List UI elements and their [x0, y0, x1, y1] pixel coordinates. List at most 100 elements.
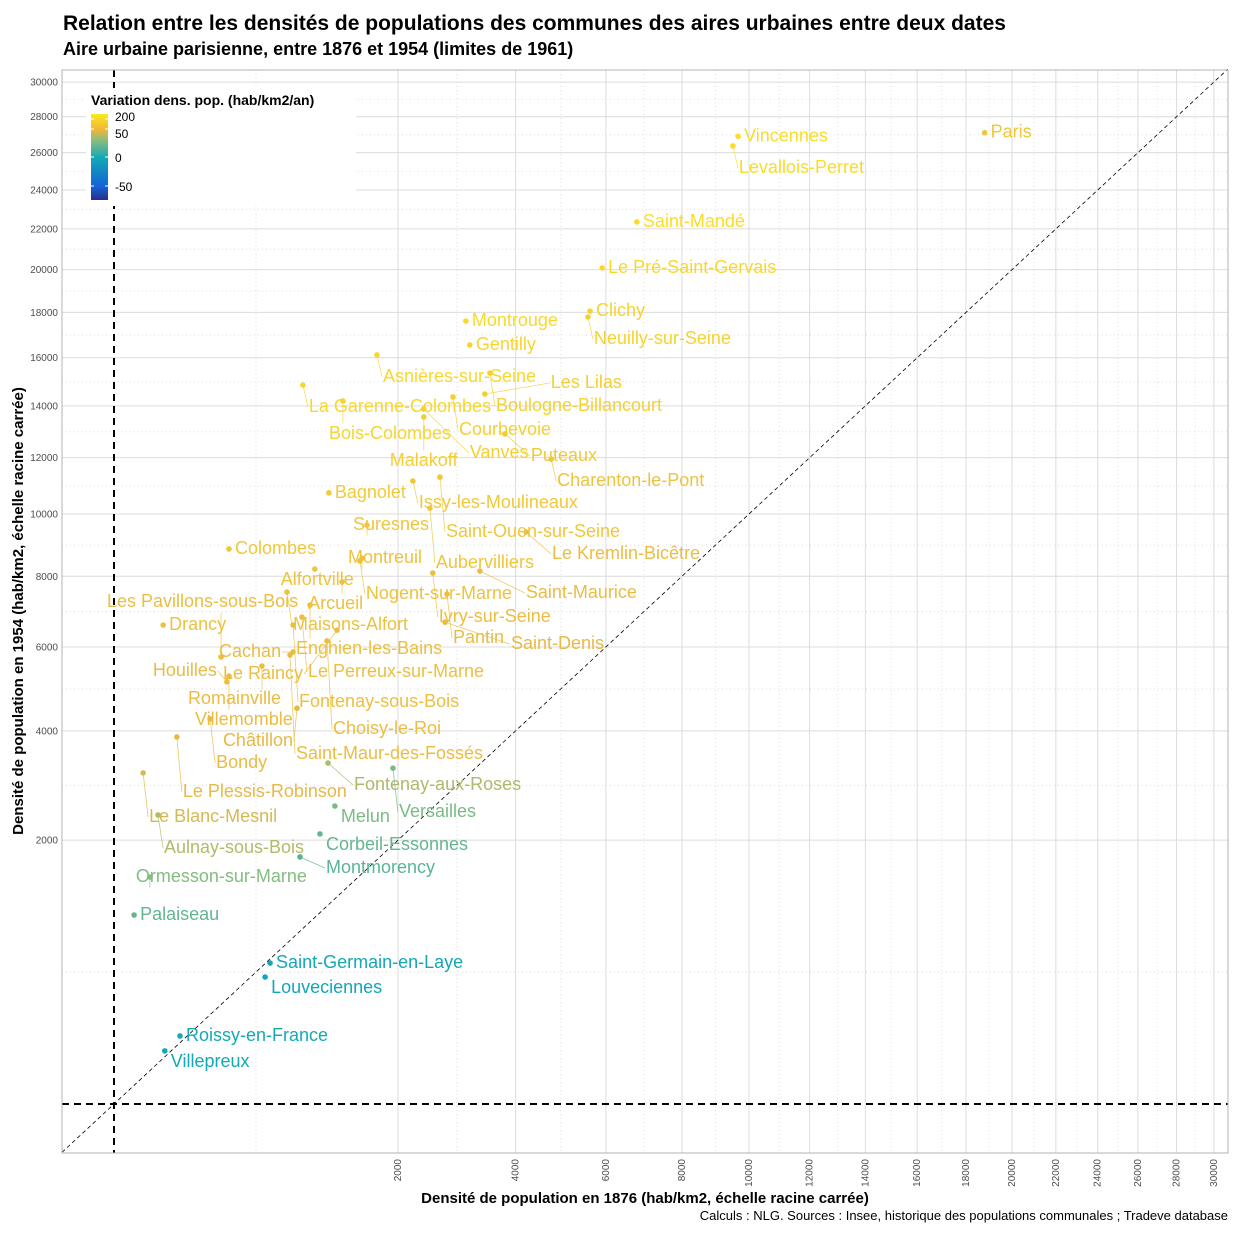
point-label: Choisy-le-Roi [333, 718, 441, 738]
label-leader-line [452, 396, 459, 431]
label-leader-line [446, 594, 453, 639]
data-point [287, 652, 293, 658]
x-axis-title: Densité de population en 1876 (hab/km2, … [421, 1190, 869, 1207]
chart-title: Relation entre les densités de populatio… [63, 12, 1006, 35]
label-leader-line [303, 629, 338, 675]
label-leader-line [299, 856, 326, 869]
data-point [294, 705, 300, 712]
x-axis-ticks: 2000 4000 6000 8000 10000 12000 14000 16000 1800… [393, 1159, 1220, 1187]
y-tick-label: 14000 [30, 401, 58, 412]
data-point [267, 960, 273, 966]
data-point [290, 622, 296, 628]
x-tick-label: 22000 [1051, 1159, 1062, 1187]
label-leader-line [392, 768, 399, 813]
y-tick-label: 26000 [30, 148, 58, 159]
point-label: Villepreux [171, 1051, 250, 1071]
x-tick-label: 26000 [1133, 1159, 1144, 1187]
point-label: Saint-Denis [511, 633, 604, 653]
point-label: Puteaux [531, 445, 597, 465]
point-label: Paris [991, 122, 1032, 142]
point-label: Charenton-le-Pont [557, 470, 704, 490]
data-point [262, 974, 268, 980]
label-leader-line [176, 736, 183, 793]
point-label: Neuilly-sur-Seine [594, 328, 731, 348]
point-label: Issy-les-Moulineaux [419, 492, 578, 512]
y-tick-label: 2000 [36, 836, 59, 847]
label-leader-line [301, 617, 308, 673]
data-point [284, 589, 290, 595]
point-label: Courbevoie [459, 419, 551, 439]
x-tick-label: 16000 [912, 1159, 923, 1187]
point-labels: Paris Vincennes Levallois-Perret Saint-Mand… [107, 122, 1032, 1071]
label-leader-line [326, 640, 333, 729]
point-label: Suresnes [353, 514, 429, 534]
point-label: Le Raincy [223, 663, 303, 683]
point-label: Ormesson-sur-Marne [136, 866, 307, 886]
y-tick-label: 10000 [30, 510, 58, 521]
point-label: Romainville [188, 688, 281, 708]
legend-label: 50 [115, 127, 129, 141]
identity-line [61, 68, 1229, 1153]
point-label: Arcueil [308, 593, 363, 613]
point-label: Maisons-Alfort [293, 614, 408, 634]
data-point [523, 529, 529, 535]
data-point [444, 591, 450, 597]
point-label: Saint-Germain-en-Laye [276, 952, 463, 972]
data-point [226, 673, 232, 679]
point-label: Drancy [169, 614, 226, 634]
data-point [312, 566, 318, 572]
data-point [325, 760, 331, 766]
plot-border [61, 69, 1229, 1154]
data-point [160, 622, 166, 628]
point-label: Montmorency [326, 857, 435, 877]
data-point [340, 398, 346, 404]
point-label: Roissy-en-France [186, 1025, 328, 1045]
y-axis-ticks: 2000 4000 6000 8000 10000 12000 14000 16000 1800… [30, 78, 58, 847]
points [131, 129, 988, 1054]
point-label: Melun [341, 806, 390, 826]
point-label: Le Kremlin-Bicêtre [552, 543, 700, 563]
x-tick-label: 12000 [805, 1159, 816, 1187]
data-point [467, 342, 473, 348]
point-label: Gentilly [476, 334, 536, 354]
data-point [390, 765, 396, 771]
y-tick-label: 20000 [30, 265, 58, 276]
data-point [324, 638, 330, 644]
point-label: Clichy [596, 300, 645, 320]
data-point [450, 394, 456, 400]
data-point [981, 129, 988, 136]
point-label: Alfortville [281, 569, 354, 589]
point-label: Malakoff [390, 450, 459, 470]
x-tick-label: 20000 [1007, 1159, 1018, 1187]
data-point [599, 265, 605, 271]
point-label: Enghien-les-Bains [296, 638, 442, 658]
data-point [162, 1048, 168, 1054]
data-point [364, 522, 370, 528]
point-label: Le Perreux-sur-Marne [308, 661, 484, 681]
label-leader-line [484, 382, 550, 395]
data-point [307, 602, 313, 608]
label-leader-line [302, 384, 309, 408]
x-tick-label: 4000 [511, 1159, 522, 1182]
x-tick-label: 2000 [393, 1159, 404, 1182]
point-label: Levallois-Perret [739, 157, 864, 177]
label-leader-line [587, 316, 594, 340]
y-tick-label: 18000 [30, 308, 58, 319]
legend-label: 200 [115, 110, 135, 124]
x-tick-label: 14000 [860, 1159, 871, 1187]
data-point [634, 219, 640, 225]
data-point [218, 654, 224, 660]
point-label: Vanves [470, 442, 529, 462]
point-label: Cachan [219, 641, 281, 661]
data-point [437, 474, 443, 480]
point-label: Les Pavillons-sous-Bois [107, 591, 298, 611]
label-leader-line [292, 625, 299, 703]
point-label: Saint-Maurice [526, 582, 637, 602]
data-point [730, 143, 736, 149]
label-leader-line [444, 621, 511, 645]
label-leader-line [550, 458, 557, 482]
chart-caption: Calculs : NLG. Sources : Insee, historiq… [699, 1208, 1228, 1223]
label-leader-line [142, 772, 149, 817]
point-label: Nogent-sur-Marne [366, 583, 512, 603]
